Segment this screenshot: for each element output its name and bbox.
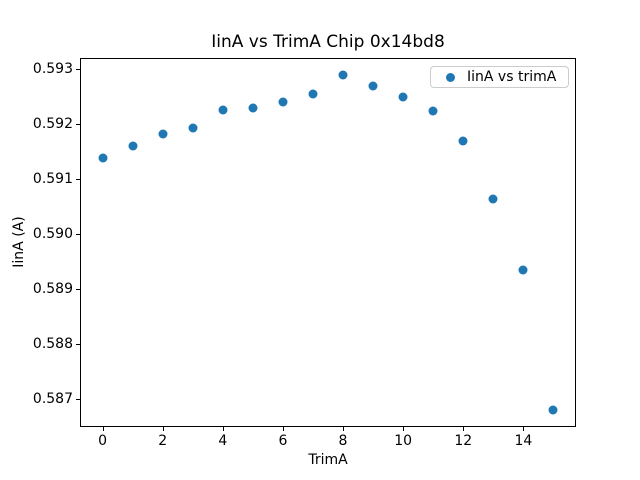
legend: IinA vs trimA — [430, 66, 569, 88]
data-point — [428, 106, 438, 116]
y-tick-label: 0.592 — [32, 116, 73, 133]
y-tick-mark — [76, 69, 80, 71]
legend-label: IinA vs trimA — [467, 69, 557, 85]
x-tick-mark — [463, 427, 465, 432]
x-tick-mark — [403, 427, 405, 432]
y-tick-mark — [76, 179, 80, 181]
data-point — [308, 89, 318, 99]
y-tick-label: 0.591 — [32, 171, 73, 188]
y-tick-label: 0.593 — [32, 61, 73, 78]
chart-title: IinA vs TrimA Chip 0x14bd8 — [211, 32, 445, 52]
y-tick-mark — [76, 289, 80, 291]
x-axis-label: TrimA — [308, 452, 348, 468]
data-point — [458, 136, 468, 146]
x-tick-mark — [282, 427, 284, 432]
x-tick-mark — [162, 427, 164, 432]
y-tick-label: 0.589 — [32, 281, 73, 298]
data-point — [248, 103, 258, 113]
data-point — [338, 70, 348, 80]
y-tick-mark — [76, 344, 80, 346]
x-tick-label: 6 — [278, 433, 288, 450]
data-point — [518, 265, 528, 275]
data-point — [158, 129, 168, 139]
data-point — [128, 141, 138, 151]
data-point — [278, 97, 288, 107]
x-tick-label: 2 — [158, 433, 168, 450]
data-point — [188, 123, 198, 133]
y-tick-mark — [76, 234, 80, 236]
x-tick-label: 4 — [218, 433, 228, 450]
x-tick-label: 10 — [394, 433, 413, 450]
data-point — [218, 105, 228, 115]
x-tick-label: 14 — [514, 433, 533, 450]
x-tick-mark — [222, 427, 224, 432]
data-point — [368, 81, 378, 91]
data-point — [548, 405, 558, 415]
x-tick-label: 8 — [338, 433, 348, 450]
y-tick-label: 0.590 — [32, 226, 73, 243]
y-tick-label: 0.587 — [32, 391, 73, 408]
x-tick-mark — [523, 427, 525, 432]
y-tick-mark — [76, 399, 80, 401]
y-tick-mark — [76, 124, 80, 126]
x-tick-mark — [343, 427, 345, 432]
y-axis-label: IinA (A) — [11, 216, 27, 268]
data-point — [398, 92, 408, 102]
data-point — [488, 194, 498, 204]
y-tick-label: 0.588 — [32, 336, 73, 353]
plot-area — [80, 57, 576, 428]
legend-marker-icon — [446, 72, 455, 82]
x-tick-label: 12 — [454, 433, 473, 450]
x-tick-label: 0 — [98, 433, 107, 450]
data-point — [98, 153, 108, 163]
x-tick-mark — [102, 427, 104, 432]
